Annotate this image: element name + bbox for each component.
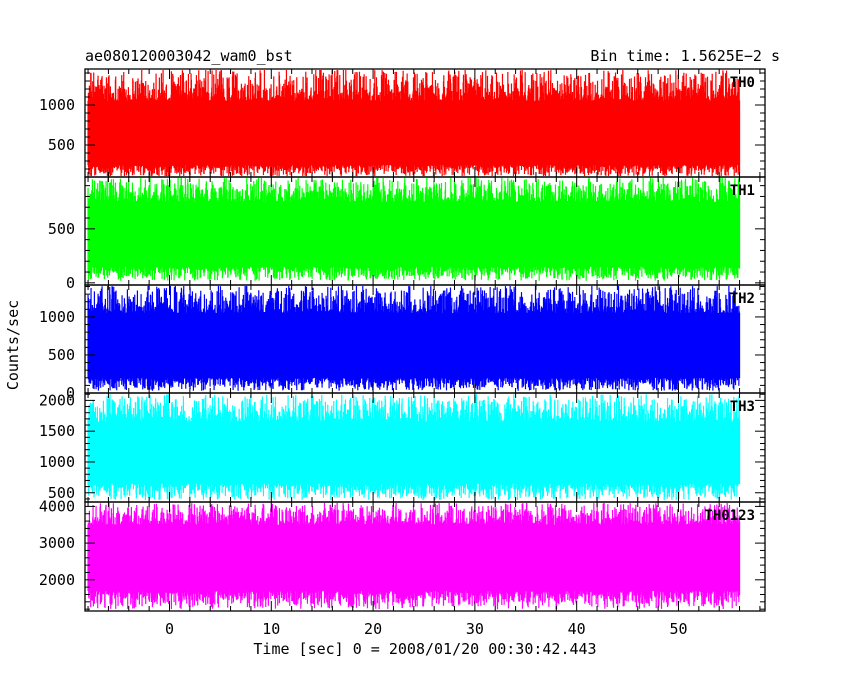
y-tick-label: 1500 [39, 422, 75, 440]
y-tick-label: 0 [66, 384, 75, 402]
series-th2-trace [87, 286, 741, 391]
y-tick-label: 500 [48, 484, 75, 502]
panel-th0: 500 1000 TH0 [39, 68, 766, 178]
x-tick-label: 30 [466, 620, 484, 638]
panel-th3: 500 1000 1500 2000 TH3 [39, 391, 766, 503]
series-th3-trace [87, 394, 741, 501]
x-tick-label: 50 [669, 620, 687, 638]
x-axis-label: Time [sec] 0 = 2008/01/20 00:30:42.443 [253, 640, 596, 658]
y-tick-label: 500 [48, 136, 75, 154]
y-tick-label: 3000 [39, 534, 75, 552]
y-tick-label: 500 [48, 220, 75, 238]
panel-label-th3: TH3 [730, 399, 755, 415]
x-tick-label: 40 [568, 620, 586, 638]
y-tick-label: 2000 [39, 571, 75, 589]
panels-group: 500 1000 TH0 0 500 TH1 0 500 1000 TH2 500 1000 1500 2… [39, 68, 766, 612]
x-axis: 0 10 20 30 40 50 [165, 620, 688, 638]
series-th0123-trace [87, 503, 741, 610]
x-tick-label: 0 [165, 620, 174, 638]
y-tick-label: 1000 [39, 96, 75, 114]
panel-frame [84, 501, 766, 612]
y-tick-label: 1000 [39, 308, 75, 326]
y-tick-label: 4000 [39, 497, 75, 515]
x-tick-label: 10 [262, 620, 280, 638]
bin-time-label: Bin time: 1.5625E−2 s [590, 47, 780, 65]
panel-th2: 0 500 1000 TH2 [39, 284, 766, 402]
panel-label-th0: TH0 [730, 75, 755, 91]
y-tick-label: 2000 [39, 391, 75, 409]
panel-label-th0123: TH0123 [704, 508, 755, 524]
plot-title: ae080120003042_wam0_bst [85, 47, 293, 65]
y-tick-label: 500 [48, 346, 75, 364]
series-th0-trace [87, 70, 741, 176]
panel-label-th1: TH1 [730, 183, 755, 199]
panel-th0123: 2000 3000 4000 TH0123 [39, 497, 766, 612]
x-tick-label: 20 [364, 620, 382, 638]
panel-label-th2: TH2 [730, 291, 755, 307]
y-tick-label: 0 [66, 274, 75, 292]
panel-th1: 0 500 TH1 [48, 176, 766, 292]
y-tick-label: 1000 [39, 453, 75, 471]
y-axis-label: Counts/sec [4, 300, 22, 390]
series-th1-trace [87, 178, 741, 281]
